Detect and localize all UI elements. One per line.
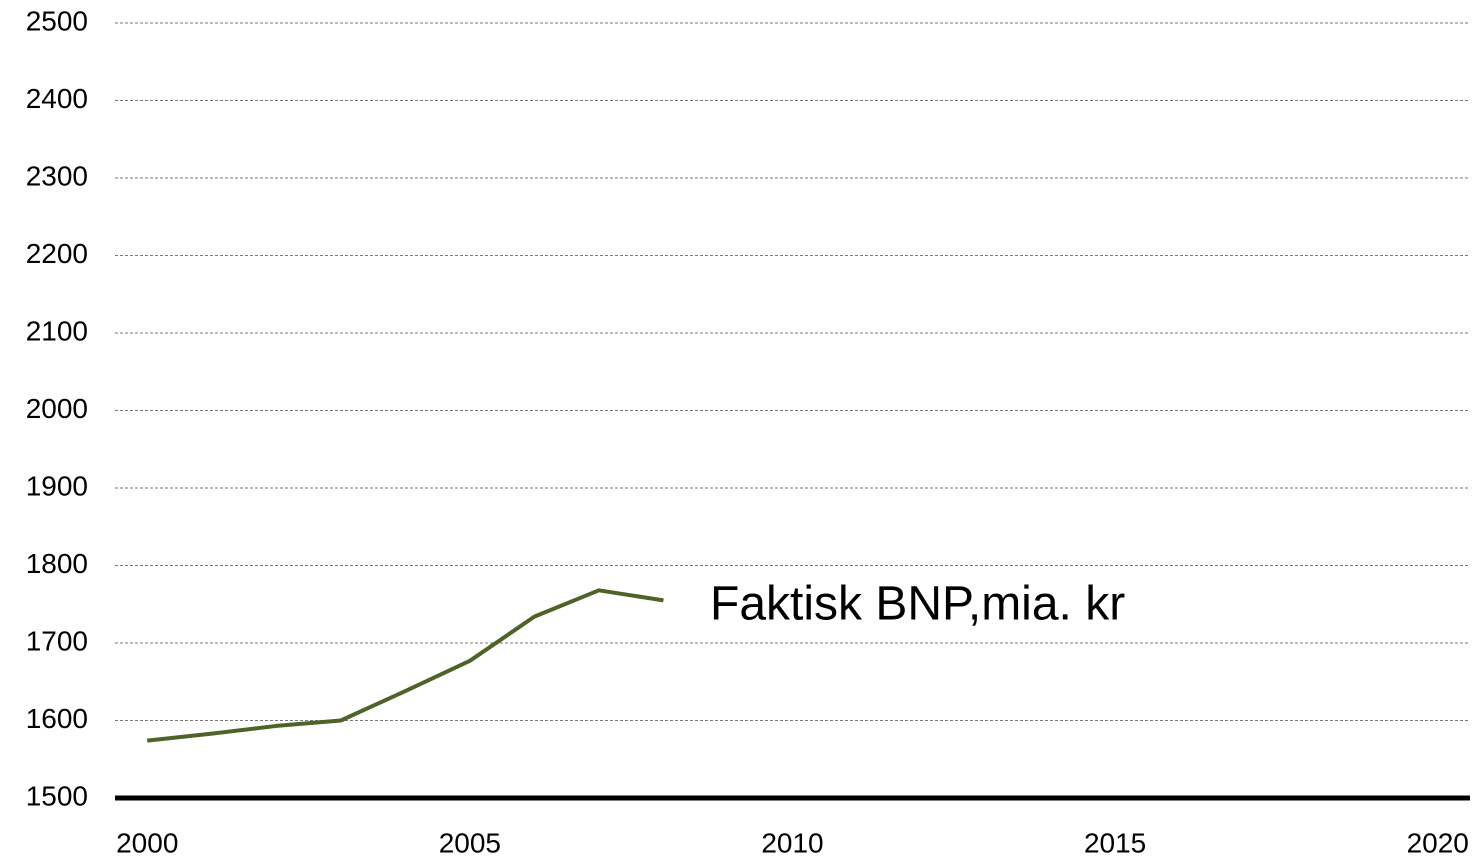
x-tick-label: 2015 xyxy=(1084,827,1146,858)
y-tick-label: 1900 xyxy=(26,470,88,501)
x-tick-label: 2010 xyxy=(761,827,823,858)
y-tick-label: 2500 xyxy=(26,5,88,36)
y-tick-label: 1800 xyxy=(26,548,88,579)
y-tick-label: 2000 xyxy=(26,393,88,424)
y-tick-label: 2400 xyxy=(26,83,88,114)
y-tick-label: 2300 xyxy=(26,160,88,191)
annotation: Faktisk BNP,mia. kr xyxy=(710,578,1125,631)
y-tick-label: 1600 xyxy=(26,703,88,734)
x-tick-label: 2000 xyxy=(116,827,178,858)
y-tick-label: 2200 xyxy=(26,238,88,269)
line xyxy=(147,588,664,743)
x-tick-label: 2005 xyxy=(439,827,501,858)
y-tick-label: 1500 xyxy=(26,780,88,811)
x-tick-label: 2020 xyxy=(1407,827,1469,858)
y-tick-label: 2100 xyxy=(26,315,88,346)
y-tick-label: 1700 xyxy=(26,625,88,656)
